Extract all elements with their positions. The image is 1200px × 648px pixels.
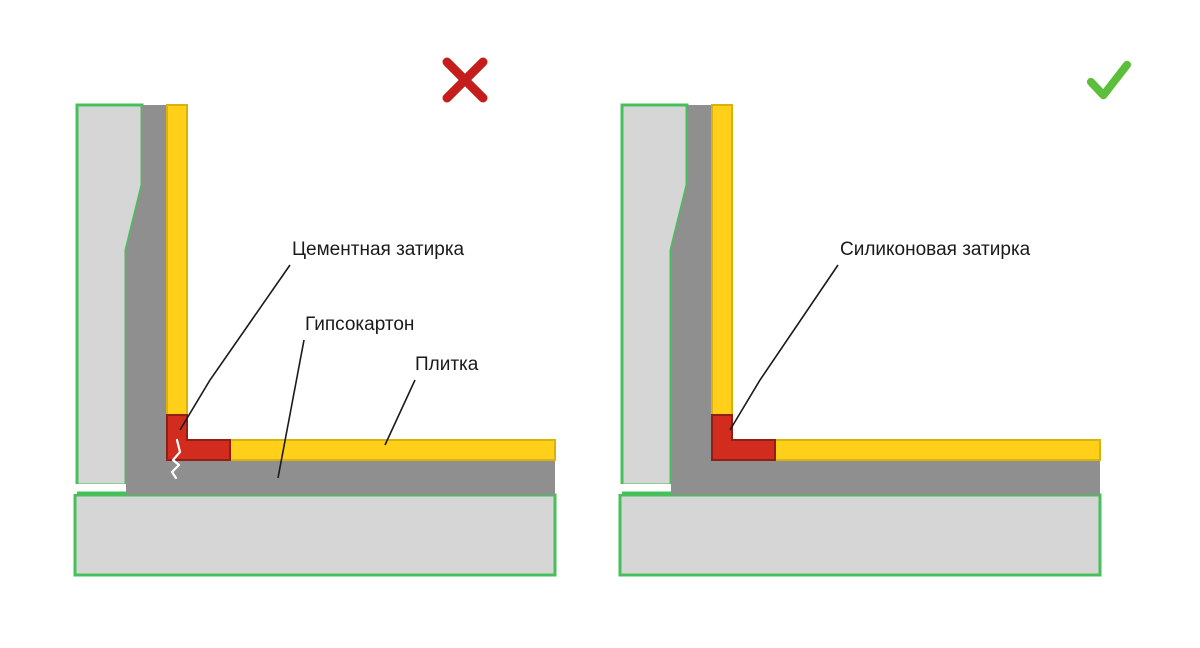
diagram-canvas: Цементная затирка ГипсокартонПлитка Силико… xyxy=(0,0,1200,648)
tile-vertical xyxy=(167,105,187,415)
cross-icon xyxy=(447,62,483,98)
panel-wrong xyxy=(73,105,555,575)
left-label-2-leader xyxy=(385,380,415,445)
panel-correct xyxy=(618,105,1100,575)
left-label-2-label: Плитка xyxy=(415,354,479,375)
left-label-1-label: Гипсокартон xyxy=(305,314,414,335)
tile-horizontal xyxy=(230,440,555,460)
tile-horizontal xyxy=(775,440,1100,460)
base-concrete-block xyxy=(620,495,1100,575)
gypsum-board-layer xyxy=(671,105,1100,495)
grout-cement xyxy=(167,415,230,460)
left-label-0-leader xyxy=(180,265,290,430)
grout-silicone xyxy=(712,415,775,460)
right-label-0-label: Силиконовая затирка xyxy=(840,239,1031,260)
base-concrete-block xyxy=(75,495,555,575)
gypsum-board-layer xyxy=(126,105,555,495)
tile-vertical xyxy=(712,105,732,415)
right-label-0-leader xyxy=(730,265,838,430)
check-icon xyxy=(1091,65,1127,95)
left-label-0-label: Цементная затирка xyxy=(292,239,465,260)
